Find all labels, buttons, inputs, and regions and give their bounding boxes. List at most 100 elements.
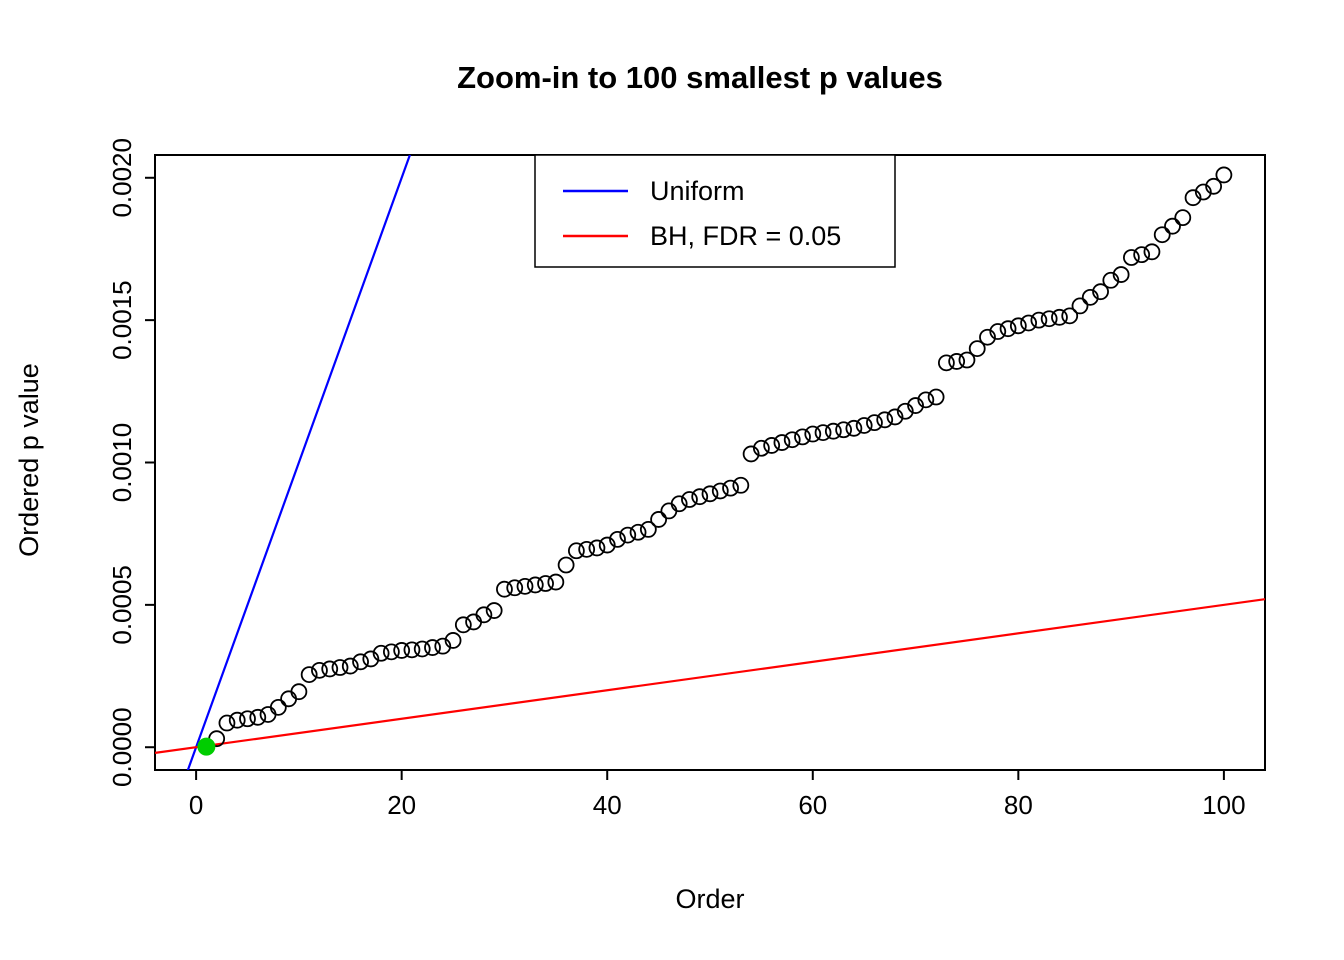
p-value-point (547, 573, 565, 591)
p-value-point (1174, 209, 1192, 227)
p-value-point (691, 488, 709, 506)
p-value-point (1143, 243, 1161, 261)
p-value-point (999, 320, 1017, 338)
p-value-point (496, 580, 513, 598)
p-value-point (424, 639, 441, 656)
p-value-point (886, 408, 904, 426)
p-value-point (722, 479, 739, 497)
p-value-point (352, 653, 369, 671)
p-value-point (218, 714, 236, 732)
p-value-point (783, 431, 801, 449)
p-value-point (341, 657, 359, 675)
p-value-point (331, 659, 349, 676)
legend-uniform-label: Uniform (650, 176, 745, 206)
p-value-point (711, 482, 729, 500)
p-value-point (804, 425, 822, 443)
p-value-point (948, 353, 966, 370)
x-tick-label: 80 (1004, 790, 1033, 820)
p-value-point (1061, 307, 1079, 325)
p-value-point (1102, 271, 1120, 289)
p-value-point (444, 632, 462, 649)
p-value-point (979, 328, 996, 346)
chart-title: Zoom-in to 100 smallest p values (457, 60, 943, 95)
p-value-point (681, 491, 698, 508)
p-value-point (650, 511, 668, 528)
p-value-point (311, 661, 328, 679)
p-value-point (598, 536, 616, 554)
p-value-point (937, 354, 955, 372)
p-value-point (526, 576, 544, 594)
p-value-point (609, 530, 626, 548)
p-value-point (639, 521, 657, 538)
p-value-point (732, 476, 750, 494)
p-value-point (506, 579, 524, 597)
p-value-point (228, 711, 246, 729)
p-value-point (701, 485, 719, 503)
legend-box (534, 154, 896, 268)
p-value-point (742, 445, 760, 463)
p-value-point (475, 606, 493, 624)
p-value-point (1205, 177, 1223, 195)
y-tick-label: 0.0020 (107, 138, 137, 218)
significant-point (197, 737, 216, 756)
p-value-point (393, 642, 411, 659)
p-value-point (300, 666, 318, 684)
p-value-point (239, 710, 256, 728)
p-value-point (516, 577, 534, 595)
p-value-point (866, 414, 883, 432)
x-tick-label: 100 (1202, 790, 1245, 820)
p-value-point (845, 419, 863, 437)
p-value-point (917, 391, 935, 409)
p-value-point (824, 422, 842, 440)
p-value-point (660, 502, 678, 520)
p-value-point (1071, 297, 1089, 315)
p-value-point (1081, 288, 1099, 306)
p-value-point (537, 575, 554, 592)
p-value-point (1040, 310, 1058, 328)
y-tick-label: 0.0000 (107, 707, 137, 787)
bh-threshold-line (155, 598, 1265, 755)
p-value-point (403, 641, 421, 659)
p-value-point (434, 637, 452, 655)
legend: Uniform BH, FDR = 0.05 (534, 154, 896, 268)
p-value-point (259, 706, 277, 723)
x-axis-label: Order (675, 884, 744, 914)
p-value-point (1133, 246, 1151, 264)
p-value-point (382, 643, 400, 661)
p-value-point (269, 698, 287, 716)
y-tick-label: 0.0015 (107, 280, 137, 360)
p-value-point (1051, 308, 1068, 326)
p-value-point (249, 708, 267, 726)
p-value-point (1215, 166, 1233, 184)
p-value-point (1112, 266, 1130, 283)
y-tick-label: 0.0005 (107, 565, 137, 645)
p-value-point (958, 351, 976, 369)
p-value-point (927, 388, 945, 406)
uniform-line (186, 155, 412, 770)
p-value-point (290, 683, 308, 701)
p-value-point (855, 417, 873, 434)
p-value-point (1122, 249, 1140, 266)
x-tick-label: 0 (189, 790, 203, 820)
p-value-point (413, 640, 431, 658)
p-value-point (372, 644, 390, 662)
p-value-point (557, 556, 575, 574)
y-tick-label: 0.0010 (107, 423, 137, 503)
p-value-point (896, 402, 914, 420)
p-value-point (835, 421, 853, 439)
p-value-point (465, 613, 483, 631)
p-value-point (814, 424, 832, 442)
p-value-point (1164, 217, 1181, 235)
p-value-point (629, 523, 647, 541)
p-value-point (485, 602, 503, 619)
x-tick-label: 60 (798, 790, 827, 820)
p-value-point (773, 434, 791, 451)
p-value-point (763, 437, 781, 454)
p-value-point (578, 540, 596, 558)
y-axis-label: Ordered p value (14, 363, 44, 557)
p-value-point (588, 539, 606, 557)
p-value-point (794, 428, 811, 446)
p-value-point (1153, 226, 1171, 244)
